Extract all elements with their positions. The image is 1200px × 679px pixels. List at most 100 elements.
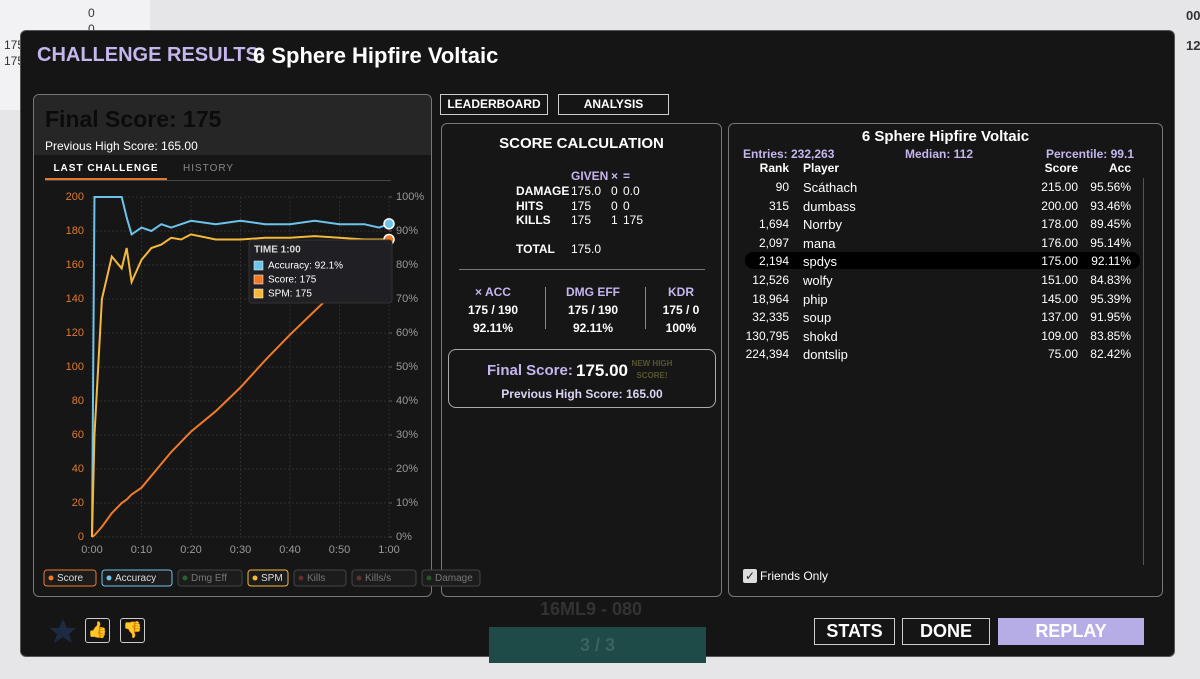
calc-cell: 0 — [611, 198, 618, 213]
calc-col: GIVEN — [571, 169, 609, 183]
legend-label[interactable]: Kills/s — [365, 573, 391, 584]
cell: 89.45% — [1090, 217, 1131, 232]
header-label: CHALLENGE RESULTS: — [37, 44, 266, 66]
y-tick-label: 0 — [78, 531, 84, 543]
x-tick-label: 0:30 — [230, 544, 251, 556]
leaderboard-panel — [728, 123, 1163, 597]
cell: spdys — [803, 254, 837, 270]
cell: 176.00 — [1041, 235, 1078, 250]
final-label: Final Score: — [487, 362, 573, 379]
tab-button[interactable]: ANALYSIS — [558, 94, 669, 115]
cell: 178.00 — [1041, 217, 1078, 232]
bg-text: 0 — [88, 22, 95, 36]
cell: 175.00 — [1041, 254, 1078, 269]
bg-text: 175 — [4, 38, 25, 52]
y2-tick-label: 30% — [396, 429, 418, 441]
y2-tick-label: 50% — [396, 361, 418, 373]
y-tick-label: 160 — [66, 259, 84, 271]
tab-rule — [45, 180, 391, 181]
y2-tick-label: 70% — [396, 293, 418, 305]
tooltip-line: Accuracy: 92.1% — [268, 261, 343, 272]
cell: 82.42% — [1090, 347, 1131, 362]
cell: 224,394 — [745, 347, 789, 362]
median: Median: 112 — [905, 147, 974, 161]
stats-button[interactable]: STATS — [814, 618, 895, 645]
factor-cell: KDR — [668, 285, 694, 299]
tooltip-title: TIME 1:00 — [254, 245, 301, 256]
legend-dot — [356, 575, 362, 581]
percentile: Percentile: 99.1 — [1045, 147, 1134, 161]
y2-tick-label: 80% — [396, 259, 418, 271]
cell: 93.46% — [1090, 198, 1131, 213]
scenario-code: 16ML9 - 080 — [540, 599, 643, 619]
legend-label[interactable]: Accuracy — [115, 573, 156, 584]
legend-dot — [106, 575, 112, 581]
x-tick-label: 0:40 — [279, 544, 300, 556]
cell: 137.00 — [1041, 310, 1078, 325]
final-box — [448, 349, 716, 408]
legend-label[interactable]: Damage — [435, 573, 473, 584]
calc-previous-high: Previous High Score: 165.00 — [501, 387, 663, 401]
legend-label[interactable]: Kills — [307, 573, 325, 584]
legend-label[interactable]: Score — [57, 573, 84, 584]
legend-label[interactable]: Dmg Eff — [191, 573, 227, 584]
cell: 130,795 — [745, 328, 789, 343]
cell: 18,964 — [752, 291, 789, 306]
factor-cell: 175 / 190 — [467, 303, 519, 317]
scrollbar[interactable] — [1143, 178, 1144, 565]
legend-dot — [426, 575, 432, 581]
y2-tick-label: 90% — [396, 225, 418, 237]
cell: 90 — [775, 180, 789, 194]
y-tick-label: 140 — [66, 293, 84, 305]
cell: Scáthach — [803, 180, 858, 195]
tab-button[interactable]: LEADERBOARD — [440, 94, 548, 115]
x-tick-label: 0:10 — [131, 544, 152, 556]
tab[interactable]: LAST CHALLENGE — [45, 160, 167, 180]
legend-chip — [293, 569, 347, 587]
thumbs-down[interactable]: 👎 — [120, 618, 145, 643]
calc-cell: DAMAGE — [516, 184, 570, 198]
star-icon[interactable] — [48, 616, 78, 646]
legend-chip — [351, 569, 417, 587]
cell: 1,694 — [758, 217, 789, 232]
tooltip-swatch — [253, 260, 264, 271]
checkbox[interactable]: ✓ — [743, 569, 757, 583]
replay-button[interactable]: REPLAY — [998, 618, 1144, 645]
calc-cell: HITS — [516, 198, 544, 213]
tooltip-swatch — [253, 288, 264, 299]
cell: 95.56% — [1090, 180, 1131, 194]
thumbs-up[interactable]: 👍 — [85, 618, 110, 643]
column-header: Rank — [759, 161, 789, 175]
cell: 32,335 — [752, 310, 789, 325]
bg-text: 0 — [88, 6, 95, 20]
legend-chip — [421, 569, 481, 587]
column-header: Player — [803, 161, 840, 175]
divider — [545, 287, 546, 329]
cell: 75.00 — [1047, 347, 1078, 362]
series-line — [91, 196, 390, 538]
done-button[interactable]: DONE — [902, 618, 990, 645]
y2-tick-label: 10% — [396, 497, 418, 509]
friends-only[interactable]: Friends Only — [760, 569, 829, 583]
previous-high: Previous High Score: 165.00 — [45, 139, 198, 153]
y-tick-label: 60 — [72, 429, 84, 441]
calc-panel — [441, 123, 722, 597]
tab[interactable]: HISTORY — [183, 163, 235, 174]
factor-cell: 175 / 190 — [567, 303, 619, 317]
y-tick-label: 100 — [66, 361, 84, 373]
legend-label[interactable]: SPM — [261, 573, 283, 584]
cell: dumbass — [803, 198, 856, 214]
calc-cell: 175 — [571, 198, 592, 213]
cell: 315 — [768, 198, 789, 213]
legend-dot — [252, 575, 258, 581]
y-tick-label: 80 — [72, 395, 84, 407]
legend-dot — [298, 575, 304, 581]
legend-dot — [182, 575, 188, 581]
cell: 151.00 — [1041, 273, 1078, 287]
end-point — [383, 218, 395, 230]
bg-text: 12 — [1186, 38, 1200, 53]
bg-text: 175 — [4, 54, 25, 68]
progress: 3 / 3 — [489, 627, 706, 663]
calc-cell: 175.0 — [571, 184, 602, 198]
y-tick-label: 200 — [66, 191, 84, 203]
